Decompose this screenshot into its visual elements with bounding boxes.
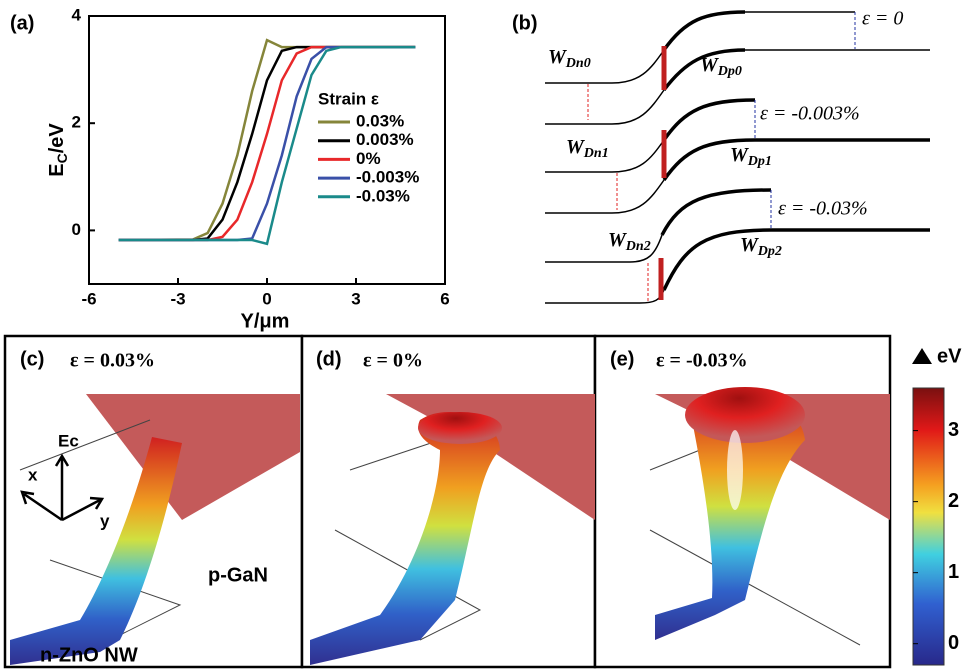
width-label: WDp0 — [700, 54, 742, 80]
axis-name: x — [28, 465, 38, 484]
width-label: WDn1 — [566, 136, 609, 162]
band-edge — [662, 138, 930, 182]
band-edge — [662, 228, 930, 291]
width-sub: Dp0 — [717, 64, 742, 79]
width-symbol: W — [608, 229, 627, 251]
width-sub: Dp2 — [757, 244, 782, 259]
strain-label: ε = 0.03% — [70, 350, 155, 372]
x-tick-label: 0 — [262, 289, 271, 308]
panel-label: (e) — [610, 348, 634, 370]
colorbar-arrow — [912, 348, 932, 364]
legend-label: -0.03% — [356, 186, 410, 205]
cap — [685, 387, 805, 443]
width-symbol: W — [700, 54, 719, 76]
panel-label: (d) — [316, 348, 342, 370]
legend-label: -0.003% — [356, 168, 419, 187]
colorbar-tick-label: 0 — [948, 632, 959, 654]
band-diagram — [545, 10, 930, 304]
x-tick-label: 3 — [351, 289, 360, 308]
p-gan-plane — [386, 394, 595, 520]
cap — [418, 412, 502, 444]
width-label: WDp1 — [730, 144, 772, 170]
y-tick-label: 0 — [72, 220, 81, 239]
width-sub: Dp1 — [747, 154, 772, 169]
axis-arrows — [20, 453, 105, 522]
x-axis-label: Y/μm — [241, 310, 290, 332]
band-edge — [545, 49, 665, 84]
y-tick-label: 2 — [72, 113, 81, 132]
band-edge — [545, 289, 665, 304]
width-symbol: W — [548, 46, 567, 68]
band-edge — [545, 139, 665, 173]
width-label: WDn0 — [548, 46, 591, 72]
strain-label: ε = -0.003% — [760, 103, 860, 125]
strain-label: ε = 0% — [363, 350, 423, 372]
width-symbol: W — [740, 234, 759, 256]
panel-label: (b) — [512, 12, 538, 34]
panel-label: (a) — [10, 12, 34, 34]
y-axis-label: EC/eV — [46, 123, 69, 177]
colorbar — [912, 387, 945, 666]
colorbar-label: eV — [937, 345, 962, 367]
band-edge — [545, 89, 665, 125]
simulation-panels — [3, 334, 892, 669]
band-edge — [662, 98, 756, 142]
outline — [649, 449, 861, 646]
material-label: n-ZnO NW — [40, 644, 138, 666]
colorbar-tick-label: 3 — [948, 419, 959, 441]
band-edge — [660, 188, 772, 236]
y-label-sub: C — [54, 153, 70, 163]
nanowire — [655, 396, 805, 640]
nanowire — [310, 411, 500, 665]
axis-name: y — [100, 511, 110, 530]
strain-label: ε = -0.03% — [656, 350, 748, 372]
width-symbol: W — [566, 136, 585, 158]
legend-label: 0.03% — [356, 111, 404, 130]
strain-label: ε = 0 — [862, 8, 903, 30]
width-sub: Dn1 — [583, 146, 609, 161]
legend-label: 0.003% — [356, 130, 414, 149]
x-tick-label: -6 — [81, 289, 96, 308]
width-label: WDp2 — [740, 234, 782, 260]
series-line — [118, 45, 416, 246]
legend-title: Strain ε — [318, 89, 379, 108]
material-label: p-GaN — [208, 564, 268, 586]
band-edge — [545, 234, 663, 263]
highlight — [727, 430, 743, 510]
band-edge — [545, 179, 665, 214]
y-label-part: E — [46, 163, 68, 176]
band-edge — [662, 48, 746, 92]
colorbar-tick-label: 1 — [948, 561, 959, 583]
y-label-part: /eV — [46, 123, 68, 154]
x-tick-label: 6 — [440, 289, 449, 308]
outline — [19, 419, 182, 636]
band-edge — [662, 10, 746, 52]
colorbar-tick-label: 2 — [948, 490, 959, 512]
outline — [334, 439, 482, 641]
width-sub: Dn0 — [565, 56, 591, 71]
p-gan-plane — [655, 394, 890, 520]
legend-label: 0% — [356, 149, 381, 168]
strain-label: ε = -0.03% — [778, 198, 868, 220]
y-tick-label: 4 — [72, 5, 82, 24]
x-tick-label: -3 — [170, 289, 185, 308]
width-sub: Dn2 — [625, 239, 651, 254]
axis-name: Ec — [58, 431, 79, 450]
nanowire — [10, 437, 182, 665]
width-symbol: W — [730, 144, 749, 166]
p-gan-plane — [86, 394, 300, 520]
panel-label: (c) — [20, 348, 44, 370]
width-label: WDn2 — [608, 229, 651, 255]
